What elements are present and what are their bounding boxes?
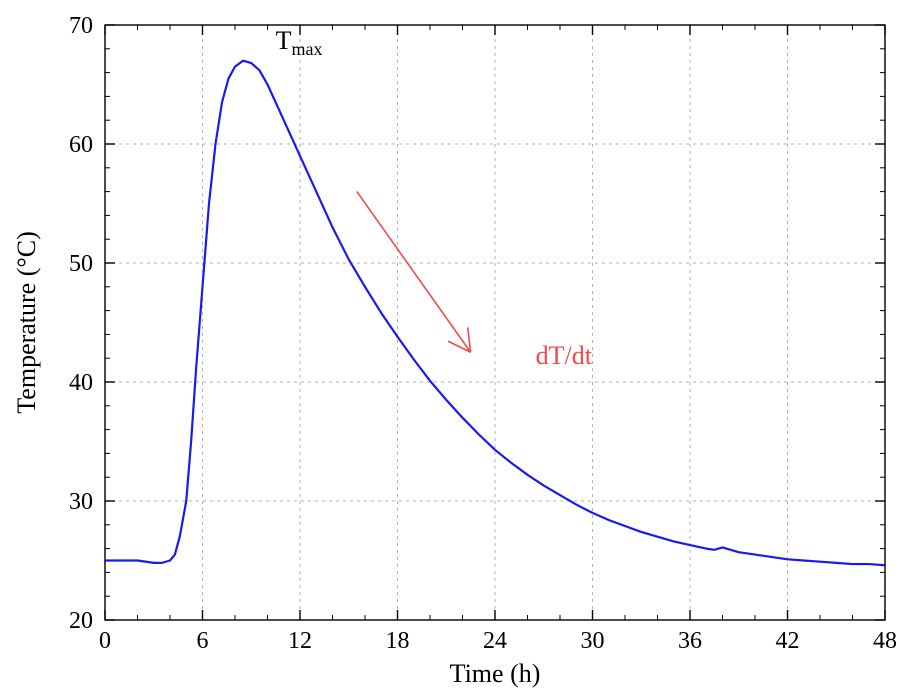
svg-text:12: 12: [288, 628, 312, 654]
svg-text:36: 36: [678, 628, 702, 654]
svg-text:40: 40: [69, 370, 93, 396]
svg-text:70: 70: [69, 13, 93, 39]
dtdt-annotation: dT/dt: [536, 341, 593, 370]
svg-text:6: 6: [197, 628, 209, 654]
svg-text:42: 42: [776, 628, 800, 654]
svg-text:30: 30: [581, 628, 605, 654]
chart-svg: 0 6 12 18 24 30 36 42 48 20 30 40 50 60 70 Time (h) Temp…: [0, 0, 912, 695]
x-axis-label: Time (h): [450, 659, 541, 688]
svg-text:50: 50: [69, 251, 93, 277]
svg-text:48: 48: [873, 628, 897, 654]
y-axis-label: Temperature (°C): [12, 231, 41, 414]
svg-text:0: 0: [99, 628, 111, 654]
svg-text:24: 24: [483, 628, 507, 654]
svg-text:60: 60: [69, 132, 93, 158]
chart-container: 0 6 12 18 24 30 36 42 48 20 30 40 50 60 70 Time (h) Temp…: [0, 0, 912, 695]
svg-text:18: 18: [386, 628, 410, 654]
svg-text:20: 20: [69, 608, 93, 634]
svg-text:30: 30: [69, 489, 93, 515]
